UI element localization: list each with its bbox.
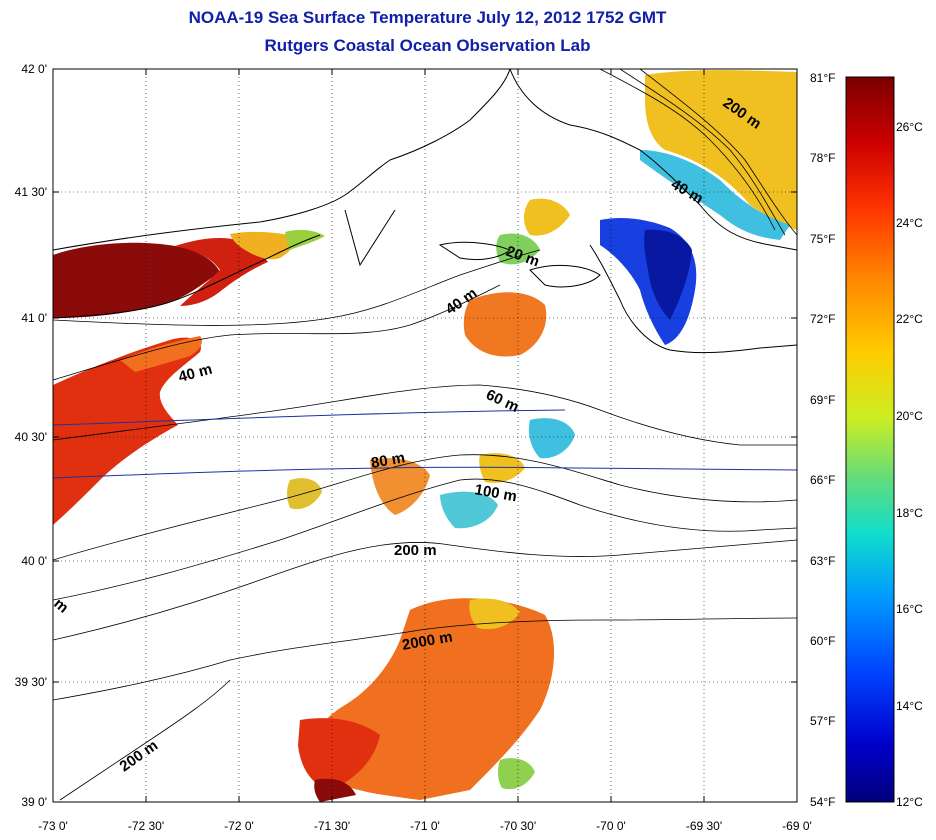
sst-patch-mid-shelf-green bbox=[496, 233, 540, 265]
colorbar-c-label: 18°C bbox=[896, 506, 923, 520]
x-tick-label: -73 0' bbox=[38, 819, 68, 833]
colorbar-f-label: 57°F bbox=[810, 714, 835, 728]
colorbar-c-label: 24°C bbox=[896, 216, 923, 230]
y-tick-label: 42 0' bbox=[21, 62, 47, 76]
contour-100m bbox=[53, 478, 797, 601]
colorbar-f-label: 81°F bbox=[810, 71, 835, 85]
frame-ticks bbox=[53, 69, 797, 802]
x-tick-label: -69 0' bbox=[782, 819, 812, 833]
colorbar-f-label: 75°F bbox=[810, 232, 835, 246]
x-tick-label: -72 30' bbox=[128, 819, 164, 833]
map-title: NOAA-19 Sea Surface Temperature July 12,… bbox=[188, 8, 667, 27]
x-tick-label: -70 0' bbox=[596, 819, 626, 833]
x-axis-labels: -73 0' -72 30' -72 0' -71 30' -71 0' -70… bbox=[38, 819, 812, 833]
sst-patch-offshore-eddy-red bbox=[298, 718, 380, 790]
colorbar-f-label: 78°F bbox=[810, 151, 835, 165]
contour-200m-south bbox=[59, 679, 231, 801]
colorbar-f-label: 72°F bbox=[810, 312, 835, 326]
colorbar-f-label: 54°F bbox=[810, 795, 835, 809]
sst-patch-shelf-edge-cyan bbox=[528, 418, 575, 459]
sst-patch-nj-shelf bbox=[53, 337, 201, 525]
colorbar-f-label: 63°F bbox=[810, 554, 835, 568]
sst-patch-long-island bbox=[53, 242, 220, 318]
contour-200m bbox=[53, 539, 797, 641]
y-tick-label: 40 30' bbox=[15, 430, 47, 444]
colorbar-f-label: 69°F bbox=[810, 393, 835, 407]
sst-patch-offshore-eddy-green bbox=[497, 758, 535, 790]
sst-patch-cape-cod-navy bbox=[644, 229, 692, 320]
x-tick-label: -71 0' bbox=[410, 819, 440, 833]
y-tick-label: 41 30' bbox=[15, 185, 47, 199]
coastlines bbox=[53, 69, 797, 354]
colorbar-f-label: 60°F bbox=[810, 634, 835, 648]
coastline-islands-2 bbox=[529, 265, 601, 288]
sst-layer bbox=[53, 70, 797, 802]
sst-patch-georges-cyan bbox=[640, 150, 790, 240]
contour-20m bbox=[53, 249, 541, 326]
sst-patch-offshore-eddy-dark bbox=[314, 778, 356, 802]
sst-patch-offshore-eddy-yellow bbox=[469, 598, 520, 630]
x-tick-label: -70 30' bbox=[500, 819, 536, 833]
colorbar-fahrenheit-labels: 81°F 78°F 75°F 72°F 69°F 66°F 63°F 60°F … bbox=[810, 71, 835, 809]
colorbar-c-label: 16°C bbox=[896, 602, 923, 616]
contour-label-80m: 80 m bbox=[370, 449, 407, 472]
y-tick-label: 40 0' bbox=[21, 554, 47, 568]
colorbar bbox=[845, 76, 895, 803]
y-tick-label: 39 0' bbox=[21, 795, 47, 809]
colorbar-c-label: 26°C bbox=[896, 120, 923, 134]
transect-1 bbox=[52, 409, 566, 426]
coastline-massachusetts bbox=[509, 69, 797, 251]
sst-patch-long-island-edge bbox=[175, 238, 268, 306]
contour-60m bbox=[53, 384, 797, 446]
colorbar-c-label: 22°C bbox=[896, 312, 923, 326]
sst-patch-nj-shelf-orange bbox=[120, 336, 202, 372]
coastline-long-island bbox=[53, 234, 321, 319]
y-axis-labels: 42 0' 41 30' 41 0' 40 30' 40 0' 39 30' 3… bbox=[15, 62, 47, 809]
coastline-connecticut bbox=[53, 69, 511, 251]
bathymetry-contours bbox=[53, 69, 797, 801]
contour-georges-2 bbox=[619, 69, 786, 236]
colorbar-f-label: 66°F bbox=[810, 473, 835, 487]
y-tick-label: 41 0' bbox=[21, 311, 47, 325]
coastline-narragansett bbox=[344, 209, 396, 267]
y-tick-label: 39 30' bbox=[15, 675, 47, 689]
sst-patch-mid-shelf-orange bbox=[463, 292, 547, 357]
sst-patch-shelf-break-yellow bbox=[479, 453, 525, 483]
contour-40m bbox=[53, 284, 501, 381]
sst-patch-shelf-break-cyan bbox=[440, 491, 498, 529]
colorbar-c-label: 20°C bbox=[896, 409, 923, 423]
sst-patch-mid-shelf-yellow bbox=[524, 198, 570, 236]
map-subtitle: Rutgers Coastal Ocean Observation Lab bbox=[264, 36, 591, 55]
colorbar-celsius-labels: 26°C 24°C 22°C 20°C 18°C 16°C 14°C 12°C bbox=[896, 120, 923, 809]
transect-lines bbox=[52, 409, 798, 479]
coastline-cape-cod bbox=[589, 244, 797, 354]
coastline-islands-1 bbox=[438, 241, 511, 261]
colorbar-c-label: 12°C bbox=[896, 795, 923, 809]
x-tick-label: -71 30' bbox=[314, 819, 350, 833]
contour-georges-3 bbox=[639, 69, 797, 236]
colorbar-c-label: 14°C bbox=[896, 699, 923, 713]
map-gridlines bbox=[53, 69, 797, 802]
x-tick-label: -72 0' bbox=[224, 819, 254, 833]
sst-patch-shelf-break-orange bbox=[370, 458, 430, 515]
contour-80m bbox=[53, 454, 797, 561]
contour-georges-1 bbox=[599, 69, 776, 231]
contour-label-200m: 200 m bbox=[394, 542, 437, 559]
contour-2000m bbox=[53, 617, 797, 701]
transect-2 bbox=[52, 466, 798, 479]
x-tick-label: -69 30' bbox=[686, 819, 722, 833]
